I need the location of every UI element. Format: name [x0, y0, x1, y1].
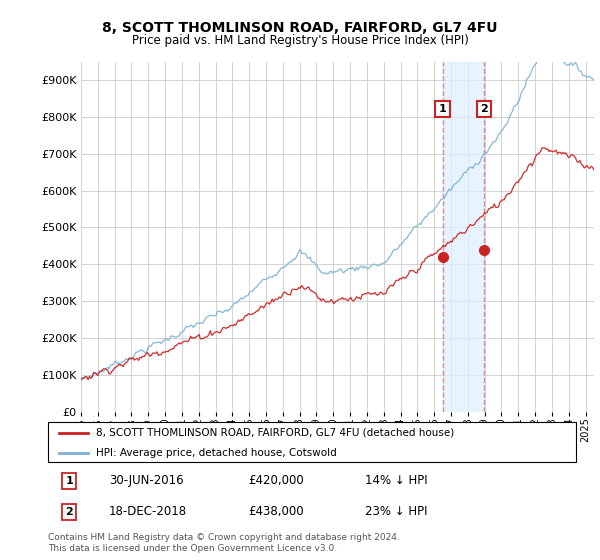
Text: HPI: Average price, detached house, Cotswold: HPI: Average price, detached house, Cots… [95, 448, 336, 458]
Text: 1: 1 [439, 104, 446, 114]
Text: 23% ↓ HPI: 23% ↓ HPI [365, 505, 427, 518]
Bar [443, 62, 484, 412]
Text: 2: 2 [65, 507, 73, 517]
Text: 8, SCOTT THOMLINSON ROAD, FAIRFORD, GL7 4FU (detached house): 8, SCOTT THOMLINSON ROAD, FAIRFORD, GL7 … [95, 428, 454, 437]
Text: 1: 1 [65, 476, 73, 486]
Text: 8, SCOTT THOMLINSON ROAD, FAIRFORD, GL7 4FU: 8, SCOTT THOMLINSON ROAD, FAIRFORD, GL7 … [102, 21, 498, 35]
FancyBboxPatch shape [48, 422, 576, 462]
Text: £420,000: £420,000 [248, 474, 304, 487]
Text: 18-DEC-2018: 18-DEC-2018 [109, 505, 187, 518]
Text: 30-JUN-2016: 30-JUN-2016 [109, 474, 184, 487]
Text: 14% ↓ HPI: 14% ↓ HPI [365, 474, 427, 487]
Text: £438,000: £438,000 [248, 505, 304, 518]
Text: Contains HM Land Registry data © Crown copyright and database right 2024.
This d: Contains HM Land Registry data © Crown c… [48, 533, 400, 553]
Text: 2: 2 [480, 104, 488, 114]
Text: Price paid vs. HM Land Registry's House Price Index (HPI): Price paid vs. HM Land Registry's House … [131, 34, 469, 46]
